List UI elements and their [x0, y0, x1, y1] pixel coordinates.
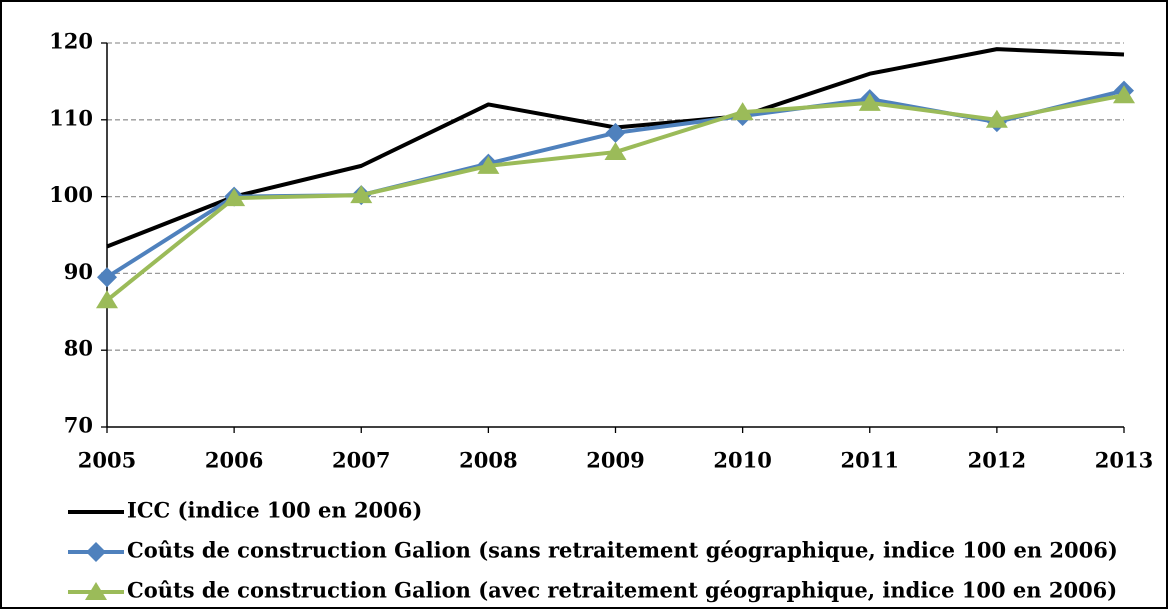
- y-tick-label: 80: [64, 336, 93, 361]
- marker: [85, 582, 107, 600]
- x-tick-label: 2009: [586, 448, 644, 473]
- x-tick-label: 2005: [78, 448, 136, 473]
- x-tick-label: 2006: [205, 448, 263, 473]
- x-tick-label: 2012: [968, 448, 1026, 473]
- marker: [604, 142, 627, 161]
- marker: [86, 542, 106, 562]
- marker: [97, 267, 117, 288]
- y-tick-label: 120: [49, 29, 93, 54]
- x-tick-label: 2010: [713, 448, 771, 473]
- marker: [605, 122, 626, 143]
- marker: [985, 109, 1008, 128]
- marker: [96, 290, 118, 309]
- legend-label: Coûts de construction Galion (avec retra…: [127, 578, 1117, 603]
- legend-label: ICC (indice 100 en 2006): [127, 498, 422, 523]
- y-tick-label: 90: [64, 259, 93, 284]
- y-tick-label: 100: [49, 182, 93, 207]
- x-tick-label: 2007: [332, 448, 390, 473]
- x-tick-label: 2011: [841, 448, 899, 473]
- marker: [731, 102, 754, 121]
- legend-label: Coûts de construction Galion (sans retra…: [127, 538, 1118, 563]
- marker: [1113, 85, 1135, 104]
- x-tick-label: 2008: [459, 448, 517, 473]
- marker: [858, 92, 881, 111]
- marker: [477, 155, 500, 174]
- y-tick-label: 70: [64, 413, 93, 438]
- y-tick-label: 110: [49, 105, 93, 130]
- x-tick-label: 2013: [1095, 448, 1153, 473]
- marker: [223, 188, 246, 207]
- marker: [350, 185, 373, 204]
